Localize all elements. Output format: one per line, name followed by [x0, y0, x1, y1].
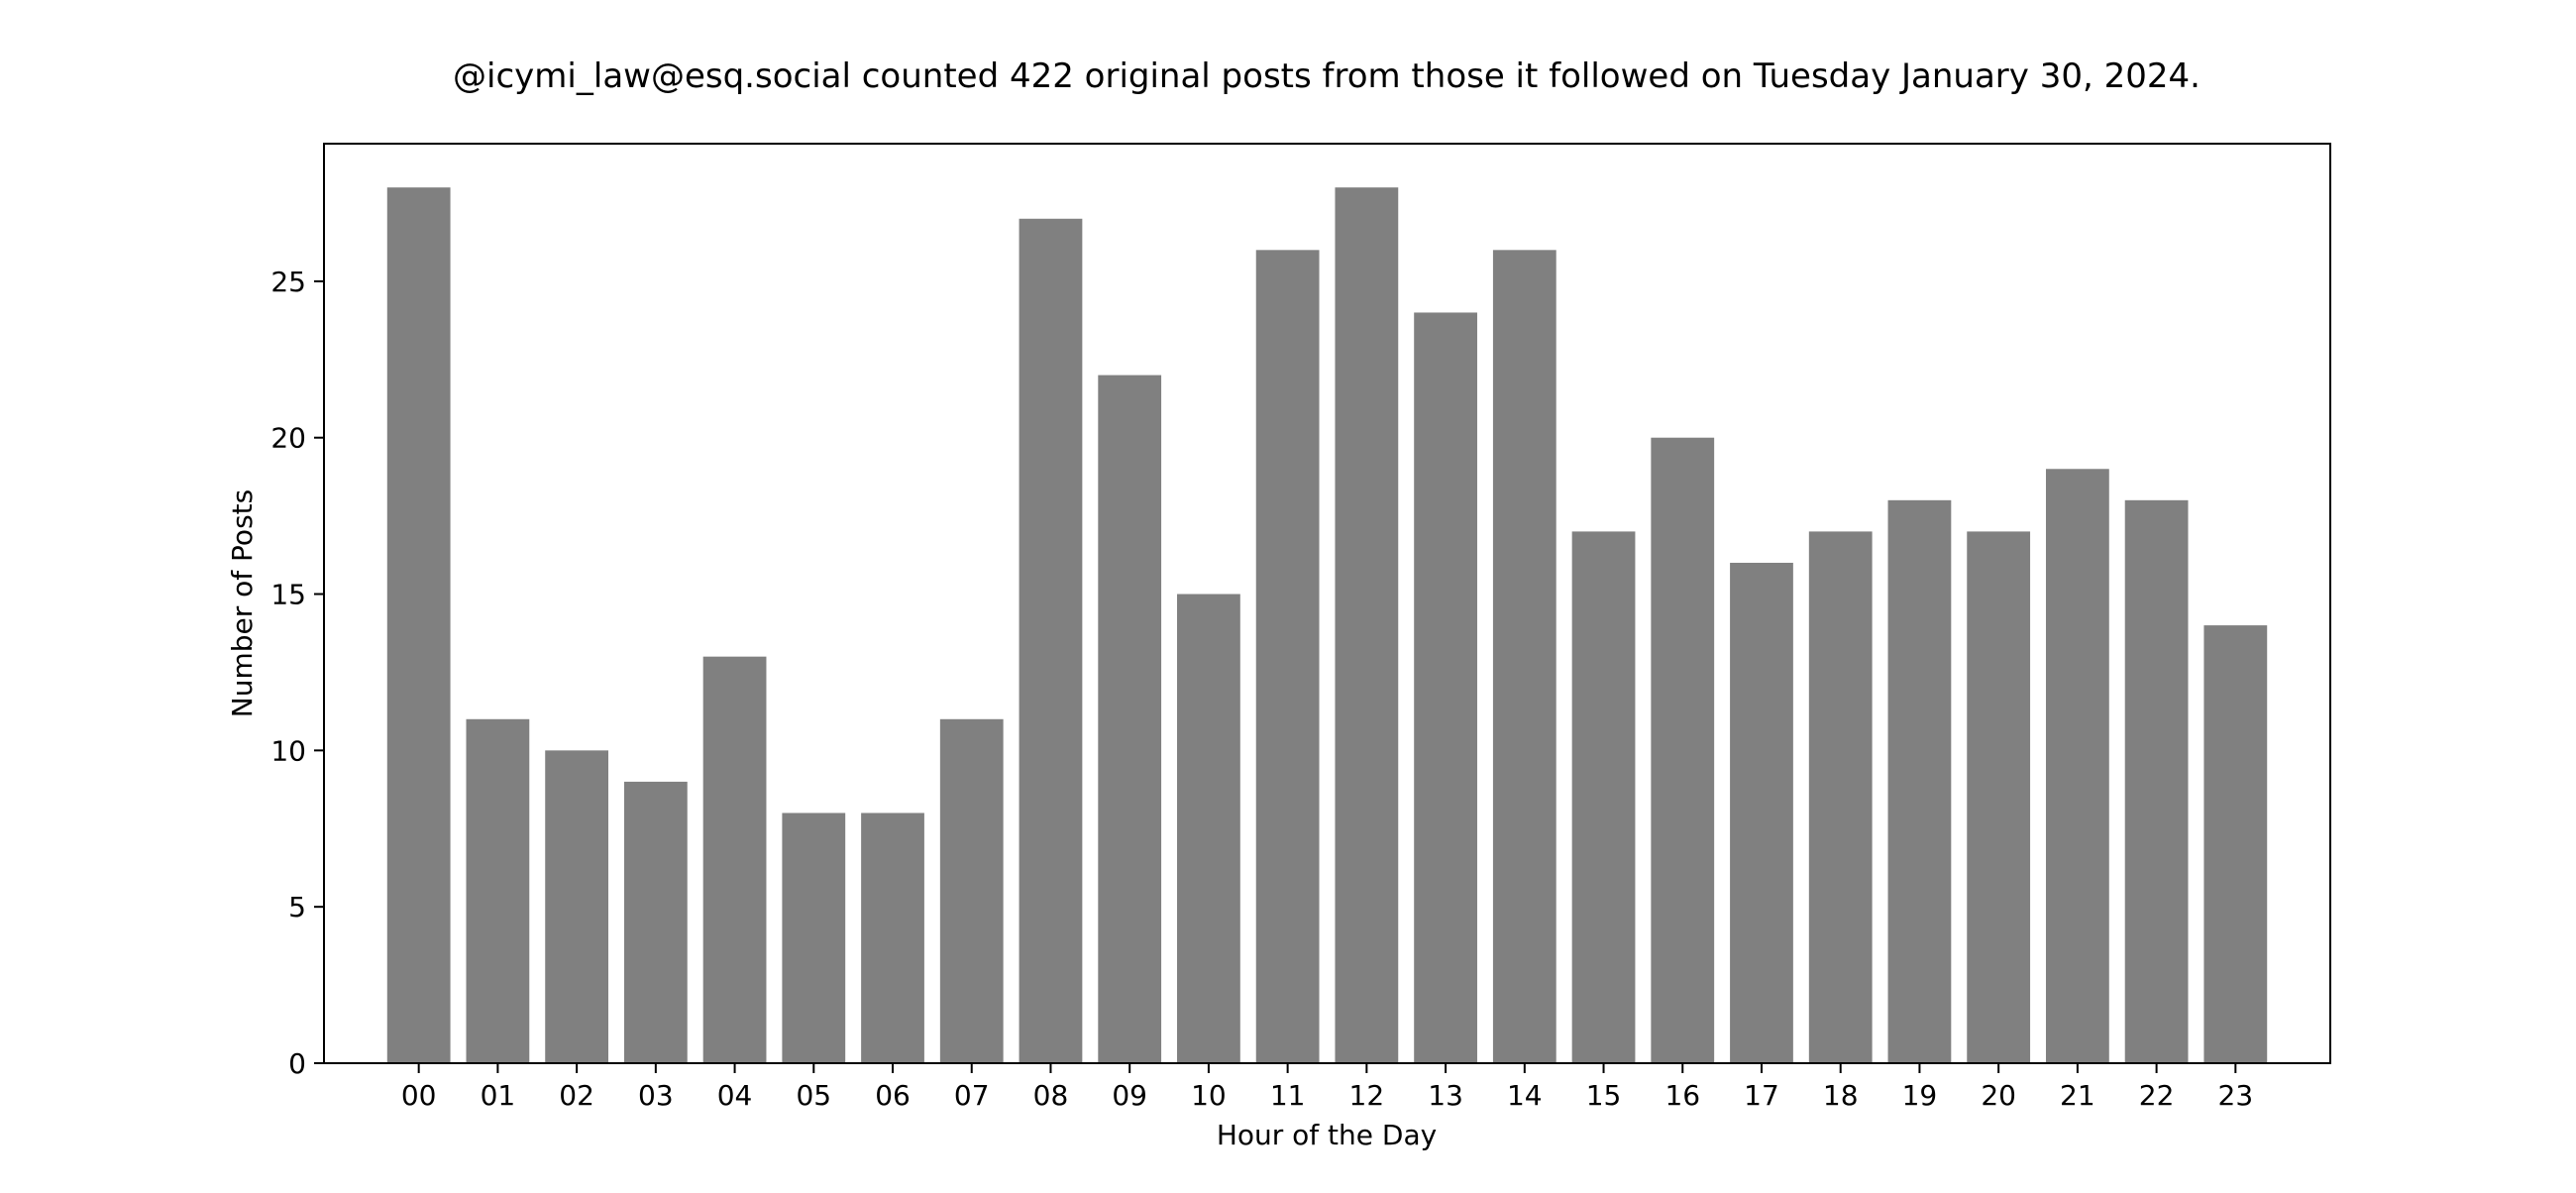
- x-axis-label: Hour of the Day: [1217, 1119, 1437, 1151]
- chart-title: @icymi_law@esq.social counted 422 origin…: [453, 56, 2200, 96]
- x-tick-label: 05: [796, 1079, 831, 1112]
- bar-05: [782, 813, 846, 1063]
- x-tick-label: 11: [1270, 1079, 1306, 1112]
- x-axis: 00 01 02 03 04 05 06 07 08 09 10 11 12 13 14 15 16 17 18 19…: [401, 1063, 2253, 1112]
- x-tick-label: 12: [1349, 1079, 1385, 1112]
- y-tick-label: 15: [270, 579, 306, 611]
- bars-layer: [386, 187, 2268, 1064]
- bar-14: [1492, 250, 1556, 1063]
- x-tick-label: 08: [1033, 1079, 1069, 1112]
- bar-19: [1887, 499, 1952, 1064]
- x-tick-label: 01: [481, 1079, 516, 1112]
- bar-22: [2124, 499, 2189, 1064]
- bar-06: [861, 813, 924, 1063]
- y-axis: 0 5 10 15 20 25: [270, 266, 324, 1080]
- bar-00: [386, 187, 451, 1063]
- y-tick-label: 5: [288, 891, 306, 923]
- bar-21: [2045, 469, 2109, 1063]
- bar-15: [1571, 531, 1636, 1063]
- bar-10: [1177, 594, 1240, 1063]
- x-tick-label: 02: [559, 1079, 594, 1112]
- x-tick-label: 04: [717, 1079, 753, 1112]
- bar-17: [1730, 562, 1793, 1063]
- y-axis-label: Number of Posts: [226, 489, 259, 717]
- y-tick-label: 0: [288, 1047, 306, 1080]
- y-tick-label: 10: [270, 734, 306, 767]
- y-tick-label: 20: [270, 422, 306, 455]
- plot-frame: [323, 143, 2331, 1064]
- x-tick-label: 00: [401, 1079, 437, 1112]
- x-tick-label: 23: [2218, 1079, 2254, 1112]
- bar-03: [623, 781, 688, 1063]
- bar-09: [1098, 375, 1162, 1064]
- x-tick-label: 06: [875, 1079, 911, 1112]
- bar-08: [1019, 218, 1083, 1063]
- bar-01: [466, 718, 530, 1063]
- x-tick-label: 20: [1981, 1079, 2016, 1112]
- bar-16: [1651, 437, 1715, 1064]
- x-tick-label: 17: [1744, 1079, 1779, 1112]
- x-tick-label: 22: [2139, 1079, 2175, 1112]
- x-tick-label: 18: [1823, 1079, 1859, 1112]
- x-tick-label: 21: [2060, 1079, 2095, 1112]
- x-tick-label: 16: [1664, 1079, 1700, 1112]
- x-tick-label: 13: [1428, 1079, 1463, 1112]
- bar-02: [545, 750, 609, 1063]
- x-tick-label: 19: [1902, 1079, 1938, 1112]
- bar-12: [1335, 187, 1399, 1063]
- bar-07: [939, 718, 1004, 1063]
- bar-18: [1808, 531, 1873, 1063]
- y-tick-label: 25: [270, 266, 306, 298]
- bar-13: [1414, 312, 1477, 1063]
- x-tick-label: 15: [1586, 1079, 1622, 1112]
- bar-04: [702, 656, 767, 1063]
- bar-11: [1255, 250, 1320, 1063]
- x-tick-label: 07: [954, 1079, 990, 1112]
- x-tick-label: 03: [638, 1079, 674, 1112]
- x-tick-label: 10: [1191, 1079, 1227, 1112]
- bar-23: [2203, 625, 2268, 1063]
- bar-20: [1967, 531, 2031, 1063]
- x-tick-label: 09: [1112, 1079, 1147, 1112]
- x-tick-label: 14: [1507, 1079, 1543, 1112]
